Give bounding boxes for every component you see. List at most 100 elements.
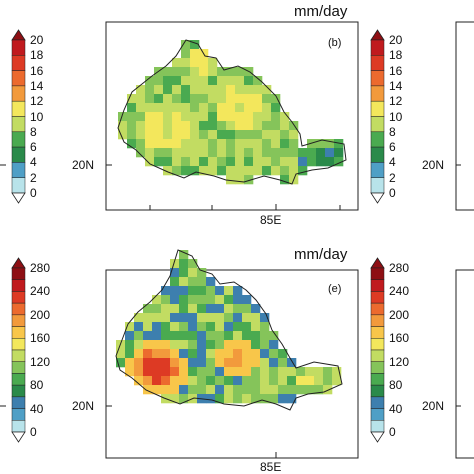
field-bottom-cell xyxy=(161,304,171,314)
field-top-cell xyxy=(190,76,200,86)
field-bottom-cell xyxy=(161,376,171,386)
field-top-cell xyxy=(163,76,173,86)
field-bottom-cell xyxy=(170,295,180,305)
colorbar-tick-label: 14 xyxy=(30,78,44,93)
field-bottom-cell xyxy=(188,367,198,377)
field-top-cell xyxy=(244,76,254,86)
field-bottom-cell xyxy=(206,349,216,359)
field-bottom-cell xyxy=(314,367,324,377)
colorbar-tick-label: 160 xyxy=(389,331,410,346)
field-bottom-cell xyxy=(260,376,270,386)
colorbar-bottom-left-max-triangle xyxy=(11,257,26,269)
basin-outline-bottom xyxy=(115,249,343,411)
field-bottom-cell xyxy=(206,340,216,350)
field-bottom-cell xyxy=(170,358,180,368)
colorbar-top-left-bin xyxy=(11,100,26,117)
field-top-cell xyxy=(163,112,173,122)
field-top-cell xyxy=(199,148,209,158)
colorbar-bottom-right-bin xyxy=(370,326,385,339)
field-bottom-cell xyxy=(242,331,252,341)
field-bottom-cell xyxy=(215,313,225,323)
field-bottom-cell xyxy=(251,376,261,386)
field-bottom-cell xyxy=(143,304,153,314)
map-field-bottom xyxy=(116,250,342,404)
field-top-cell xyxy=(226,175,236,185)
field-bottom-cell xyxy=(215,304,225,314)
field-top-cell xyxy=(226,130,236,140)
field-top-cell xyxy=(316,157,326,167)
field-bottom-cell xyxy=(206,331,216,341)
colorbar-top-left-bin xyxy=(11,131,26,148)
colorbar-bottom-right-bin xyxy=(370,361,385,374)
field-top-cell xyxy=(145,121,155,131)
colorbar-tick-label: 18 xyxy=(389,48,403,63)
field-bottom-cell xyxy=(170,277,180,287)
field-bottom-cell xyxy=(143,376,153,386)
field-top-cell xyxy=(271,157,281,167)
field-top-cell xyxy=(190,166,200,176)
colorbar-top-right-bin xyxy=(370,162,385,178)
field-bottom-cell xyxy=(260,385,270,395)
field-top-cell xyxy=(235,94,245,104)
field-top-cell xyxy=(181,130,191,140)
field-top-cell xyxy=(226,148,236,158)
field-bottom-cell xyxy=(188,376,198,386)
colorbar-tick-label: 80 xyxy=(389,378,403,393)
field-bottom-cell xyxy=(287,358,297,368)
panel-label-bottom: (e) xyxy=(328,283,342,295)
field-bottom-cell xyxy=(197,313,207,323)
field-top-cell xyxy=(280,166,290,176)
field-top-cell xyxy=(244,130,254,140)
field-bottom-cell xyxy=(251,385,261,395)
field-bottom-cell xyxy=(242,394,252,404)
field-bottom-cell xyxy=(260,358,270,368)
field-top-cell xyxy=(199,85,209,95)
field-bottom-cell xyxy=(188,331,198,341)
field-top-cell xyxy=(190,157,200,167)
field-top-cell xyxy=(316,148,326,158)
field-bottom-cell xyxy=(242,313,252,323)
colorbar-bottom-left-bin xyxy=(11,267,26,280)
field-top-cell xyxy=(217,67,227,77)
field-top-cell xyxy=(154,139,164,149)
field-bottom-cell xyxy=(215,286,225,296)
colorbar-tick-label: 200 xyxy=(30,307,51,322)
field-top-cell xyxy=(190,112,200,122)
field-top-cell xyxy=(154,157,164,167)
field-top-cell xyxy=(217,121,227,131)
field-top-cell xyxy=(145,157,155,167)
field-bottom-cell xyxy=(242,304,252,314)
colorbar-top-left-min-triangle xyxy=(11,192,26,204)
field-bottom-cell xyxy=(260,322,270,332)
field-top-cell xyxy=(172,166,182,176)
field-bottom-cell xyxy=(152,367,162,377)
field-bottom-cell xyxy=(152,358,162,368)
colorbar-bottom-right-bin xyxy=(370,267,385,280)
field-top-cell xyxy=(199,157,209,167)
field-bottom-cell xyxy=(152,322,162,332)
field-bottom-cell xyxy=(170,385,180,395)
field-bottom-cell xyxy=(215,340,225,350)
field-bottom-cell xyxy=(251,358,261,368)
field-bottom-cell xyxy=(206,358,216,368)
lat-label-neighbor-top: 20N xyxy=(422,158,445,172)
field-top-cell xyxy=(199,121,209,131)
field-top-cell xyxy=(262,94,272,104)
field-top-cell xyxy=(145,103,155,113)
field-top-cell xyxy=(289,148,299,158)
field-top-cell xyxy=(199,94,209,104)
field-top-cell xyxy=(253,139,263,149)
colorbar-tick-label: 0 xyxy=(389,425,396,439)
field-bottom-cell xyxy=(197,367,207,377)
field-top-cell xyxy=(145,85,155,95)
field-top-cell xyxy=(136,121,146,131)
field-top-cell xyxy=(118,130,128,140)
field-top-cell xyxy=(154,85,164,95)
field-top-cell xyxy=(172,85,182,95)
field-top-cell xyxy=(244,139,254,149)
field-top-cell xyxy=(172,148,182,158)
field-top-cell xyxy=(298,166,308,176)
field-top-cell xyxy=(163,121,173,131)
colorbar-top-left-bin xyxy=(11,85,26,102)
field-bottom-cell xyxy=(188,286,198,296)
